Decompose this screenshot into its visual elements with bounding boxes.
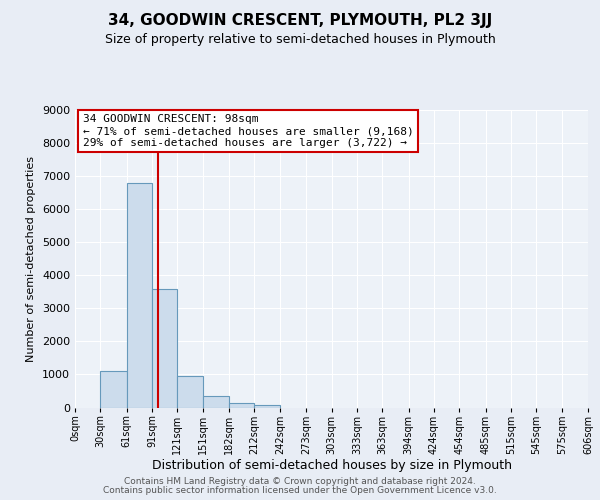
Bar: [229, 403, 254, 407]
Bar: [254, 405, 280, 407]
Text: Size of property relative to semi-detached houses in Plymouth: Size of property relative to semi-detach…: [104, 32, 496, 46]
X-axis label: Distribution of semi-detached houses by size in Plymouth: Distribution of semi-detached houses by …: [151, 460, 511, 472]
Y-axis label: Number of semi-detached properties: Number of semi-detached properties: [26, 156, 37, 362]
Text: Contains public sector information licensed under the Open Government Licence v3: Contains public sector information licen…: [103, 486, 497, 495]
Bar: [152, 289, 178, 408]
Text: Contains HM Land Registry data © Crown copyright and database right 2024.: Contains HM Land Registry data © Crown c…: [124, 477, 476, 486]
Bar: [127, 182, 152, 408]
Text: 34 GOODWIN CRESCENT: 98sqm
← 71% of semi-detached houses are smaller (9,168)
29%: 34 GOODWIN CRESCENT: 98sqm ← 71% of semi…: [83, 114, 413, 148]
Bar: [100, 371, 127, 408]
Bar: [203, 396, 229, 407]
Bar: [178, 376, 203, 408]
Text: 34, GOODWIN CRESCENT, PLYMOUTH, PL2 3JJ: 34, GOODWIN CRESCENT, PLYMOUTH, PL2 3JJ: [108, 12, 492, 28]
